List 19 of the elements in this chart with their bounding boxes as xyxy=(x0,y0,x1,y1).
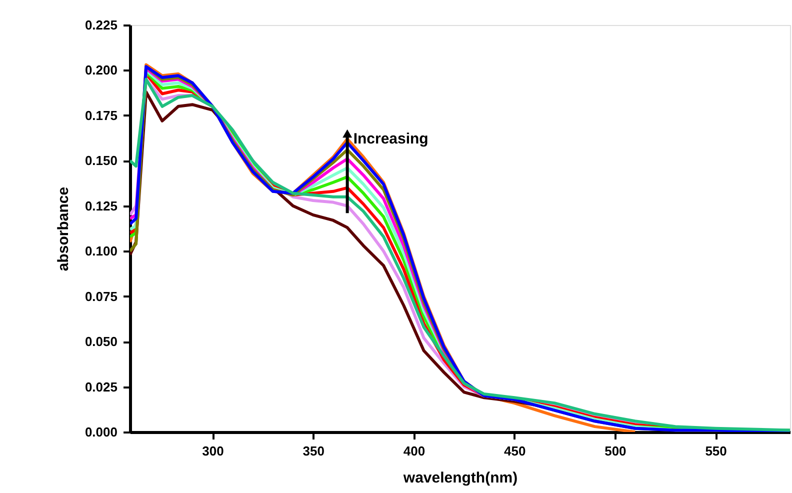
y-axis-title: absorbance xyxy=(54,186,72,272)
annotation: Increasing xyxy=(353,130,428,148)
x-tick-label: 400 xyxy=(403,444,426,458)
y-tick-label: 0.125 xyxy=(84,198,118,214)
x-tick-label: 500 xyxy=(604,444,626,458)
y-tick-label: 0.175 xyxy=(84,108,118,123)
x-tick-label: 350 xyxy=(302,444,324,458)
y-tick-label: 0.050 xyxy=(84,334,118,350)
y-tick-label: 0.150 xyxy=(84,153,118,168)
y-tick-label: 0.075 xyxy=(84,288,118,304)
x-axis-title: wavelength(nm) xyxy=(402,470,518,486)
y-tick-label: 0.100 xyxy=(84,244,118,259)
y-tick-label: 0.225 xyxy=(84,18,118,32)
x-tick-label: 550 xyxy=(705,444,727,458)
y-tick-label: 0.200 xyxy=(84,62,118,78)
y-tick-label: 0.000 xyxy=(84,424,118,440)
x-tick-label: 300 xyxy=(202,444,224,458)
x-tick-label: 450 xyxy=(504,444,526,458)
y-tick-label: 0.025 xyxy=(84,379,118,394)
